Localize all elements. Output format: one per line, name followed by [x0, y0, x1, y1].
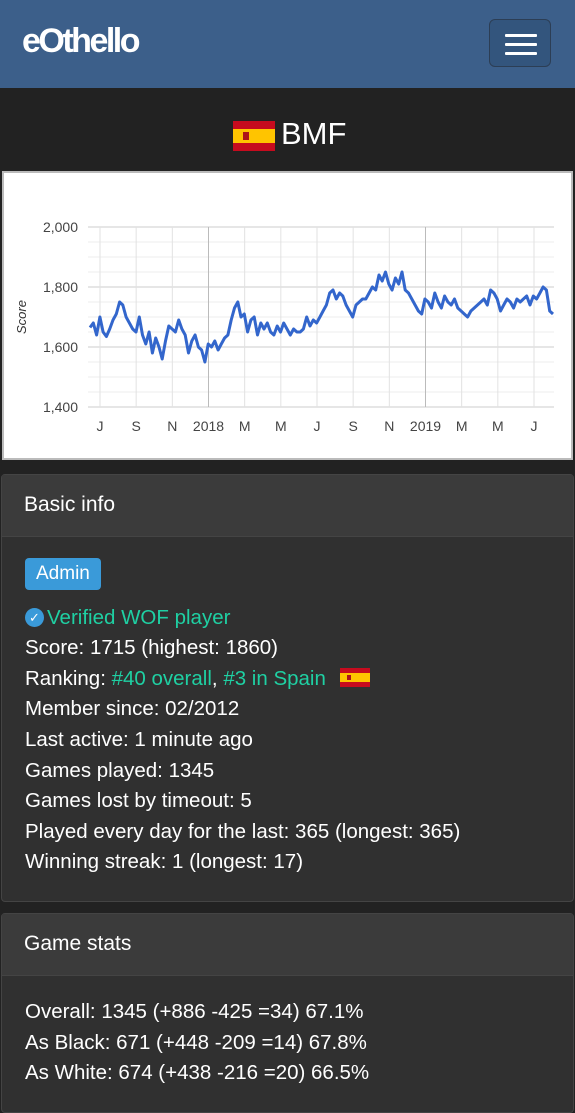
x-tick-label: M — [456, 418, 468, 434]
basic-info-title: Basic info — [24, 493, 116, 516]
navbar: eOthello — [0, 0, 575, 88]
player-title-bar — [0, 88, 575, 170]
timeout-losses-line: Games lost by timeout: 5 — [25, 789, 252, 812]
spain-flag-icon — [339, 668, 370, 687]
ranking-line: Ranking: #40 overall, #3 in Spain — [25, 667, 370, 691]
y-tick-label: 2,000 — [43, 219, 78, 235]
basic-info-card: Basic info Admin ✓ Verified WOF player Sc… — [1, 474, 574, 902]
x-tick-label: M — [275, 418, 287, 434]
x-tick-label: M — [239, 418, 251, 434]
x-tick-label: N — [167, 418, 177, 434]
game-stats-card: Game stats Overall: 1345 (+886 -425 =34)… — [1, 913, 574, 1113]
x-tick-label: 2019 — [410, 418, 441, 434]
winning-streak-line: Winning streak: 1 (longest: 17) — [25, 850, 304, 873]
last-active-line: Last active: 1 minute ago — [25, 728, 253, 751]
admin-badge: Admin — [25, 558, 101, 590]
y-tick-label: 1,400 — [43, 399, 78, 415]
basic-info-header: Basic info — [2, 475, 573, 537]
black-stats-line: As Black: 671 (+448 -209 =14) 67.8% — [25, 1031, 367, 1054]
score-line: Score: 1715 (highest: 1860) — [25, 636, 278, 659]
white-stats-line: As White: 674 (+438 -216 =20) 66.5% — [25, 1061, 370, 1084]
ranking-country-link[interactable]: #3 in Spain — [223, 667, 326, 690]
verified-line[interactable]: ✓ Verified WOF player — [25, 606, 230, 630]
score-series-line — [88, 270, 555, 364]
x-tick-label: M — [492, 418, 504, 434]
hamburger-icon-bar — [505, 34, 537, 37]
score-chart: 2,000 1,800 1,600 1,400 J S N 2018 M M J S N 2019 M M J S… — [2, 171, 573, 460]
hamburger-icon-bar — [505, 43, 537, 46]
y-tick-label: 1,600 — [43, 339, 78, 355]
verified-check-icon: ✓ — [25, 608, 44, 627]
x-tick-label: J — [531, 418, 538, 434]
games-played-line: Games played: 1345 — [25, 759, 215, 782]
daily-streak-line: Played every day for the last: 365 (long… — [25, 820, 461, 843]
spain-flag-icon — [233, 121, 275, 151]
verified-link[interactable]: Verified WOF player — [47, 606, 231, 629]
member-since-line: Member since: 02/2012 — [25, 697, 240, 720]
hamburger-icon-bar — [505, 52, 537, 55]
x-tick-label: J — [314, 418, 321, 434]
overall-stats-line: Overall: 1345 (+886 -425 =34) 67.1% — [25, 1000, 364, 1023]
x-tick-label: S — [348, 418, 357, 434]
ranking-label: Ranking: — [25, 667, 112, 690]
ranking-separator: , — [211, 667, 224, 690]
x-tick-label: S — [131, 418, 140, 434]
y-axis-title: Score — [14, 300, 29, 334]
menu-toggle-button[interactable] — [489, 19, 551, 67]
game-stats-header: Game stats — [2, 914, 573, 976]
player-name: BMF — [281, 116, 347, 151]
x-tick-label: N — [384, 418, 394, 434]
x-tick-label: 2018 — [193, 418, 224, 434]
brand-logo[interactable]: eOthello — [22, 22, 141, 60]
x-tick-label: J — [97, 418, 104, 434]
score-chart-svg: 2,000 1,800 1,600 1,400 J S N 2018 M M J S N 2019 M M J S… — [14, 219, 555, 434]
game-stats-title: Game stats — [24, 932, 132, 955]
ranking-overall-link[interactable]: #40 overall — [111, 667, 212, 690]
y-tick-label: 1,800 — [43, 279, 78, 295]
